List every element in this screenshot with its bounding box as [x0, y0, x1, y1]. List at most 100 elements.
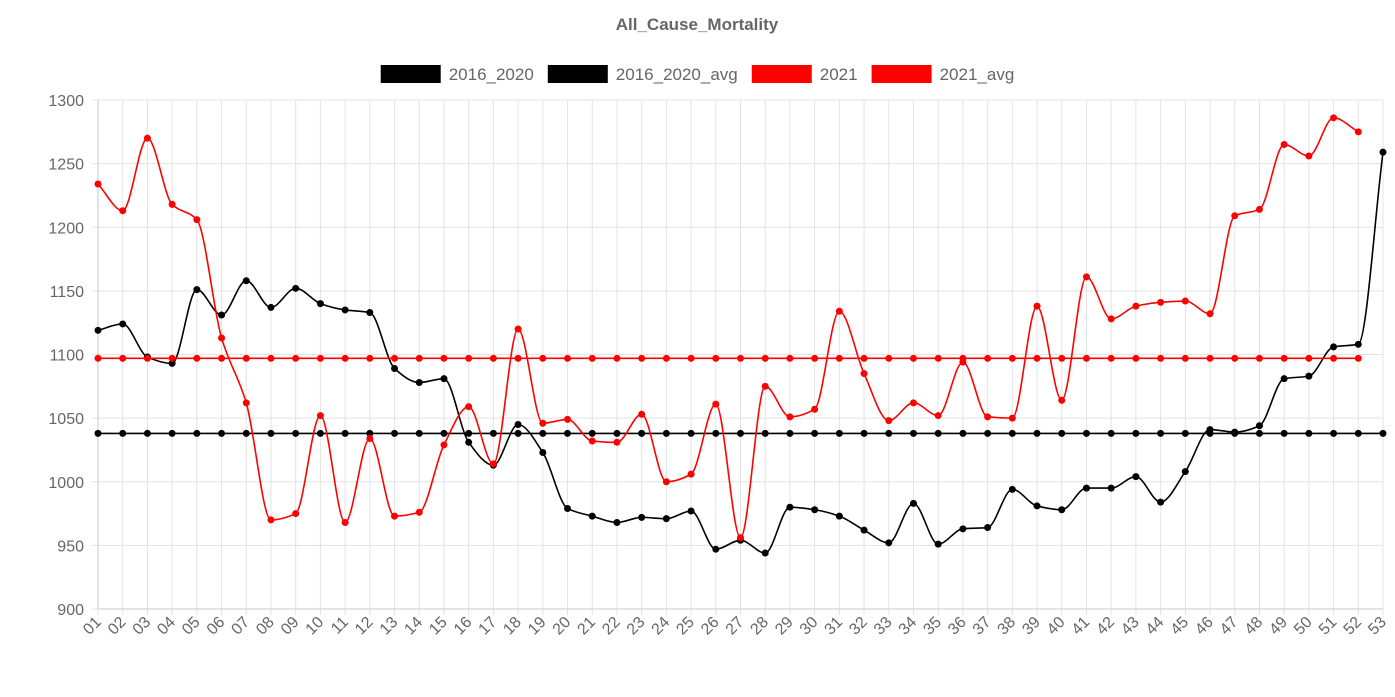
- data-point[interactable]: [1058, 506, 1066, 514]
- data-point[interactable]: [366, 429, 374, 437]
- data-point[interactable]: [1354, 340, 1362, 348]
- data-point[interactable]: [909, 354, 917, 362]
- data-point[interactable]: [564, 354, 572, 362]
- data-point[interactable]: [218, 354, 226, 362]
- legend-item-2021_avg[interactable]: 2021_avg: [871, 65, 1015, 84]
- data-point[interactable]: [1354, 429, 1362, 437]
- data-point[interactable]: [860, 429, 868, 437]
- data-point[interactable]: [613, 438, 621, 446]
- data-point[interactable]: [391, 512, 399, 520]
- data-point[interactable]: [885, 354, 893, 362]
- data-point[interactable]: [588, 512, 596, 520]
- data-point[interactable]: [1354, 128, 1362, 136]
- data-point[interactable]: [1082, 429, 1090, 437]
- data-point[interactable]: [168, 429, 176, 437]
- data-point[interactable]: [1181, 468, 1189, 476]
- data-point[interactable]: [292, 510, 300, 518]
- data-point[interactable]: [860, 370, 868, 378]
- data-point[interactable]: [786, 503, 794, 511]
- data-point[interactable]: [242, 277, 250, 285]
- data-point[interactable]: [885, 539, 893, 547]
- data-point[interactable]: [638, 354, 646, 362]
- data-point[interactable]: [662, 429, 670, 437]
- data-point[interactable]: [1206, 429, 1214, 437]
- data-point[interactable]: [786, 429, 794, 437]
- data-point[interactable]: [1058, 354, 1066, 362]
- data-point[interactable]: [465, 438, 473, 446]
- data-point[interactable]: [539, 354, 547, 362]
- data-point[interactable]: [1181, 429, 1189, 437]
- data-point[interactable]: [119, 429, 127, 437]
- data-point[interactable]: [909, 399, 917, 407]
- data-point[interactable]: [119, 320, 127, 328]
- data-point[interactable]: [1305, 429, 1313, 437]
- data-point[interactable]: [860, 354, 868, 362]
- data-point[interactable]: [885, 417, 893, 425]
- data-point[interactable]: [1157, 354, 1165, 362]
- data-point[interactable]: [687, 429, 695, 437]
- data-point[interactable]: [168, 200, 176, 208]
- data-point[interactable]: [143, 429, 151, 437]
- data-point[interactable]: [761, 354, 769, 362]
- data-point[interactable]: [242, 354, 250, 362]
- data-point[interactable]: [366, 354, 374, 362]
- data-point[interactable]: [218, 429, 226, 437]
- data-point[interactable]: [1231, 354, 1239, 362]
- data-point[interactable]: [934, 540, 942, 548]
- data-point[interactable]: [1330, 114, 1338, 122]
- data-point[interactable]: [1107, 429, 1115, 437]
- data-point[interactable]: [638, 429, 646, 437]
- data-point[interactable]: [341, 354, 349, 362]
- data-point[interactable]: [1280, 354, 1288, 362]
- data-point[interactable]: [712, 545, 720, 553]
- data-point[interactable]: [1033, 302, 1041, 310]
- data-point[interactable]: [1132, 473, 1140, 481]
- data-point[interactable]: [193, 354, 201, 362]
- data-point[interactable]: [514, 420, 522, 428]
- data-point[interactable]: [218, 334, 226, 342]
- data-point[interactable]: [1280, 429, 1288, 437]
- data-point[interactable]: [835, 307, 843, 315]
- data-point[interactable]: [984, 429, 992, 437]
- data-point[interactable]: [415, 378, 423, 386]
- data-point[interactable]: [835, 512, 843, 520]
- data-point[interactable]: [984, 413, 992, 421]
- data-point[interactable]: [687, 507, 695, 515]
- data-point[interactable]: [267, 516, 275, 524]
- data-point[interactable]: [1231, 429, 1239, 437]
- data-point[interactable]: [984, 524, 992, 532]
- data-point[interactable]: [860, 526, 868, 534]
- data-point[interactable]: [1008, 485, 1016, 493]
- data-point[interactable]: [415, 508, 423, 516]
- data-point[interactable]: [1305, 152, 1313, 160]
- data-point[interactable]: [761, 429, 769, 437]
- data-point[interactable]: [588, 429, 596, 437]
- data-point[interactable]: [514, 325, 522, 333]
- data-point[interactable]: [1033, 429, 1041, 437]
- data-point[interactable]: [835, 354, 843, 362]
- data-point[interactable]: [712, 429, 720, 437]
- data-point[interactable]: [316, 300, 324, 308]
- data-point[interactable]: [1132, 429, 1140, 437]
- data-point[interactable]: [687, 354, 695, 362]
- data-point[interactable]: [366, 309, 374, 317]
- data-point[interactable]: [1255, 354, 1263, 362]
- data-point[interactable]: [885, 429, 893, 437]
- data-point[interactable]: [934, 429, 942, 437]
- data-point[interactable]: [1058, 396, 1066, 404]
- data-point[interactable]: [588, 437, 596, 445]
- data-point[interactable]: [440, 429, 448, 437]
- data-point[interactable]: [613, 429, 621, 437]
- data-point[interactable]: [119, 207, 127, 215]
- data-point[interactable]: [638, 513, 646, 521]
- data-point[interactable]: [1181, 297, 1189, 305]
- data-point[interactable]: [662, 478, 670, 486]
- legend-item-2021[interactable]: 2021: [751, 65, 858, 84]
- data-point[interactable]: [267, 354, 275, 362]
- data-point[interactable]: [415, 429, 423, 437]
- data-point[interactable]: [316, 429, 324, 437]
- data-point[interactable]: [1330, 429, 1338, 437]
- data-point[interactable]: [489, 460, 497, 468]
- data-point[interactable]: [811, 429, 819, 437]
- data-point[interactable]: [712, 400, 720, 408]
